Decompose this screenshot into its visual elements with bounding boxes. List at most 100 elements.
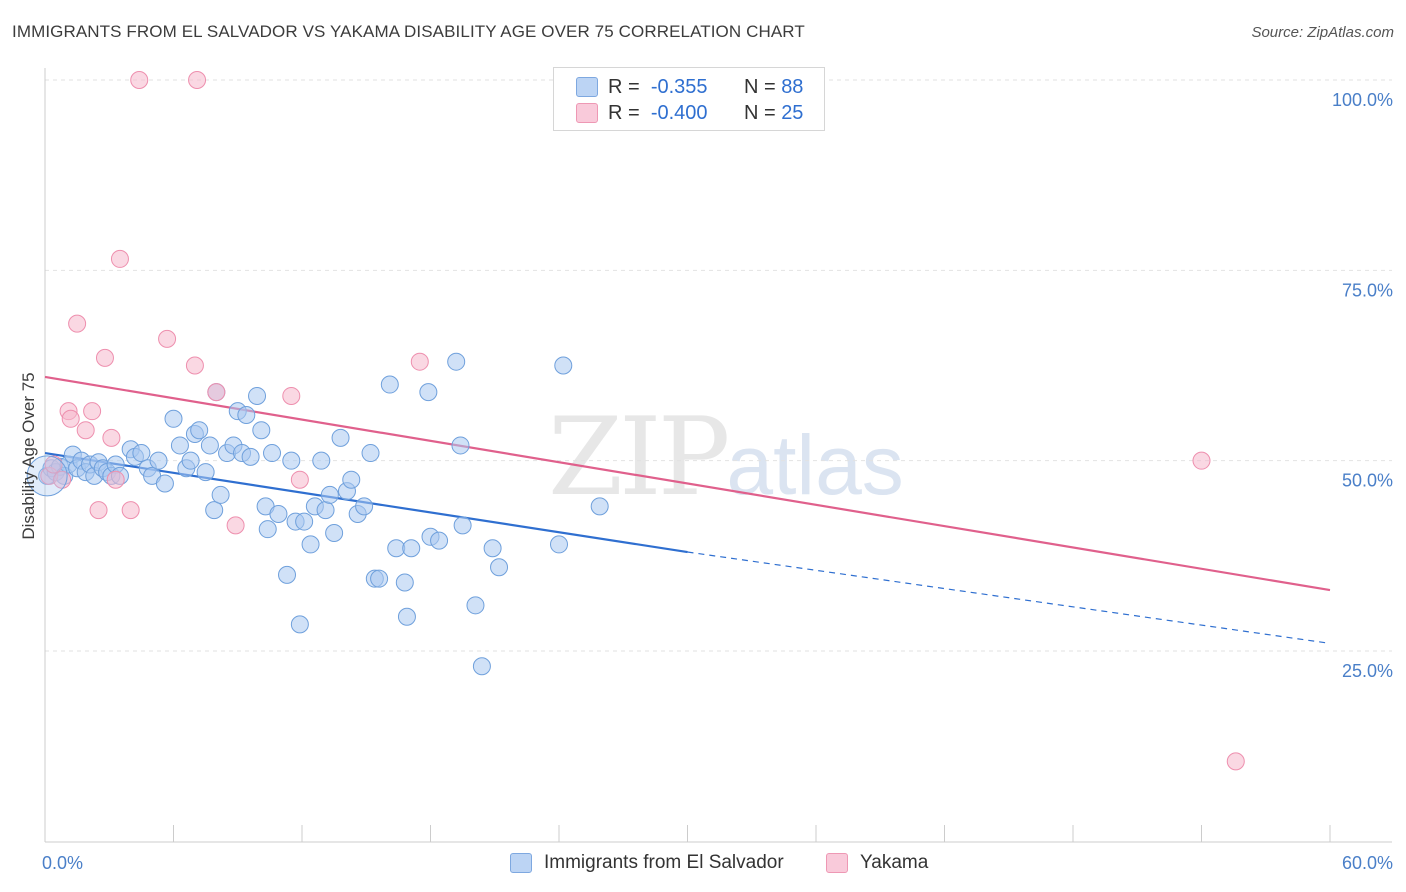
point-yakama	[1226, 752, 1245, 771]
source-label: Source: ZipAtlas.com	[1251, 24, 1394, 41]
watermark: ZIPatlas	[548, 395, 904, 520]
axes	[44, 68, 1392, 843]
point-el-salvador	[263, 444, 282, 463]
point-el-salvador	[355, 497, 374, 516]
watermark-zip: ZIP	[548, 395, 730, 520]
x-tick-label: 60.0%	[1342, 853, 1393, 873]
point-yakama	[1192, 451, 1211, 470]
point-el-salvador	[237, 405, 256, 424]
point-el-salvador	[248, 386, 267, 405]
point-el-salvador	[316, 501, 335, 520]
point-el-salvador	[149, 451, 168, 470]
legend-r-label: R =	[608, 101, 640, 124]
legend-row-yakama: R = -0.400 N = 25	[576, 100, 803, 126]
point-el-salvador	[331, 428, 350, 447]
point-el-salvador	[402, 539, 421, 558]
watermark-atlas: atlas	[726, 418, 904, 512]
point-el-salvador	[282, 451, 301, 470]
point-el-salvador	[387, 539, 406, 558]
tick-labels: 25.0% 50.0% 75.0% 100.0% 0.0% 60.0%	[42, 90, 1393, 873]
point-yakama	[110, 249, 129, 268]
point-yakama	[207, 383, 226, 402]
point-el-salvador	[181, 451, 200, 470]
legend-swatch-el-salvador	[576, 77, 598, 97]
legend-n-value: 25	[781, 101, 804, 124]
point-el-salvador	[295, 512, 314, 531]
point-el-salvador	[170, 436, 189, 455]
y-axis-title: Disability Age Over 75	[19, 372, 38, 539]
point-yakama	[282, 386, 301, 405]
point-el-salvador	[380, 375, 399, 394]
point-el-salvador	[252, 421, 271, 440]
trend-line-yakama	[44, 375, 1331, 592]
point-yakama	[68, 314, 87, 333]
point-el-salvador	[155, 474, 174, 493]
point-el-salvador	[312, 451, 331, 470]
point-el-salvador	[241, 447, 260, 466]
bottom-legend-label: Yakama	[860, 852, 929, 873]
point-yakama	[76, 421, 95, 440]
point-yakama	[185, 356, 204, 375]
y-tick-label: 100.0%	[1332, 90, 1393, 110]
bottom-legend-yakama: Yakama	[826, 852, 928, 874]
point-yakama	[158, 329, 177, 348]
point-yakama	[53, 470, 72, 489]
point-el-salvador	[554, 356, 573, 375]
point-el-salvador	[550, 535, 568, 554]
point-el-salvador	[342, 470, 361, 489]
gridlines	[45, 79, 1392, 652]
point-el-salvador	[190, 421, 209, 440]
point-yakama	[89, 501, 108, 520]
point-el-salvador	[447, 352, 466, 371]
point-el-salvador	[453, 516, 472, 535]
point-el-salvador	[472, 657, 491, 676]
legend-row-el-salvador: R = -0.355 N = 88	[576, 74, 803, 100]
bottom-legend-swatch-el-salvador	[510, 853, 532, 873]
point-el-salvador	[397, 607, 416, 626]
point-el-salvador	[200, 436, 219, 455]
trend-line-el-salvador-extension	[687, 551, 1331, 644]
bottom-legend-el-salvador: Immigrants from El Salvador	[510, 852, 784, 874]
point-el-salvador	[290, 615, 309, 634]
legend-n-label: N =	[743, 75, 776, 98]
legend-r-value: -0.355	[650, 75, 708, 98]
bottom-legend-label: Immigrants from El Salvador	[544, 852, 784, 873]
point-el-salvador	[205, 501, 224, 520]
point-el-salvador	[196, 463, 215, 482]
point-yakama	[61, 409, 80, 428]
point-el-salvador	[278, 565, 297, 584]
point-yakama	[226, 516, 245, 535]
point-yakama	[106, 470, 125, 489]
point-el-salvador	[269, 504, 288, 523]
y-tick-label: 75.0%	[1342, 280, 1393, 300]
point-el-salvador	[370, 569, 389, 588]
point-el-salvador	[419, 383, 438, 402]
point-el-salvador	[211, 485, 230, 504]
x-tick-label: 0.0%	[42, 853, 83, 873]
y-tick-label: 50.0%	[1342, 471, 1393, 491]
point-yakama	[410, 352, 429, 371]
point-yakama	[130, 71, 149, 89]
point-el-salvador	[164, 409, 183, 428]
point-yakama	[44, 455, 63, 474]
point-el-salvador	[320, 485, 339, 504]
point-yakama	[121, 501, 140, 520]
legend-n-label: N =	[743, 101, 776, 124]
point-el-salvador	[490, 558, 509, 577]
point-yakama	[102, 428, 121, 447]
point-el-salvador	[451, 436, 470, 455]
point-yakama	[83, 402, 102, 421]
point-el-salvador	[466, 596, 485, 615]
point-el-salvador	[301, 535, 320, 554]
point-el-salvador	[361, 444, 380, 463]
legend-r-label: R =	[608, 75, 640, 98]
point-yakama	[95, 348, 114, 367]
legend-n-value: 88	[781, 75, 804, 98]
point-yakama	[290, 470, 309, 489]
legend: R = -0.355 N = 88 R = -0.400 N = 25	[553, 67, 825, 131]
point-el-salvador	[430, 531, 449, 550]
point-el-salvador	[590, 497, 609, 516]
legend-swatch-yakama	[576, 103, 598, 123]
chart-title: IMMIGRANTS FROM EL SALVADOR VS YAKAMA DI…	[12, 22, 805, 41]
